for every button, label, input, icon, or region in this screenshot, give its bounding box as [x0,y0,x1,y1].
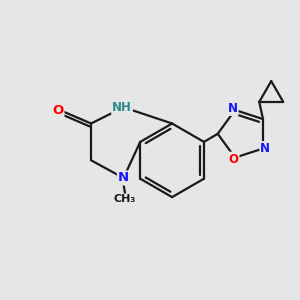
Text: N: N [260,142,270,155]
Text: NH: NH [112,101,132,114]
Text: CH₃: CH₃ [114,194,136,205]
Text: N: N [118,172,129,184]
Text: O: O [52,104,64,117]
Text: N: N [228,102,238,115]
Text: O: O [229,153,238,166]
